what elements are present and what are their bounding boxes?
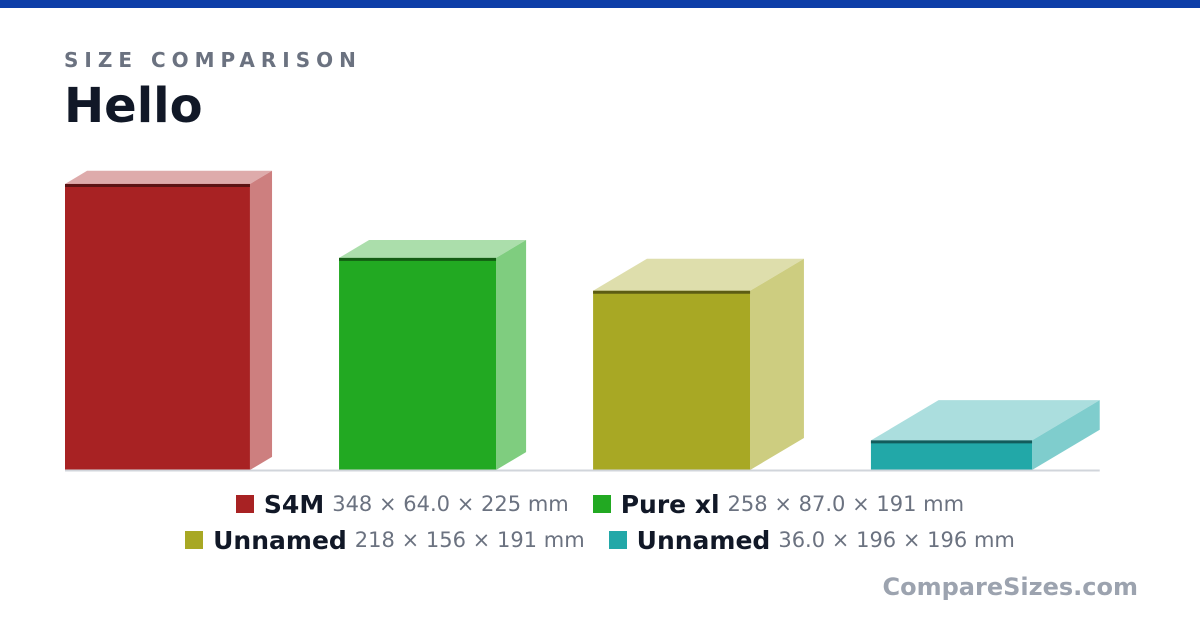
separator: × xyxy=(774,492,792,516)
title: Hello xyxy=(64,78,203,134)
unit: mm xyxy=(923,492,965,516)
legend-name: S4M xyxy=(263,489,325,519)
brand: CompareSizes.com xyxy=(882,573,1138,601)
separator: × xyxy=(902,528,921,552)
legend-row: Unnamed 218 × 156 × 191 mm Unnamed 36.0 × 1… xyxy=(0,522,1200,558)
top-bar xyxy=(0,0,1200,8)
legend-item: Unnamed 36.0 × 196 × 196 mm xyxy=(608,525,1015,555)
box-side xyxy=(249,170,273,471)
separator: × xyxy=(378,492,397,516)
dimension-label: 64.0 xyxy=(403,492,451,516)
legend-swatch xyxy=(592,495,611,513)
legend-swatch xyxy=(608,531,627,549)
box-top xyxy=(593,258,804,291)
box-front xyxy=(65,183,250,470)
box-top xyxy=(65,170,273,184)
dimension-label: 191 xyxy=(496,528,538,552)
box-top xyxy=(339,240,527,258)
unit: mm xyxy=(973,528,1015,552)
box-front xyxy=(593,290,751,470)
separator: × xyxy=(831,528,850,552)
kicker: SIZE COMPARISON xyxy=(64,48,362,72)
legend-dimensions: 258 × 87.0 × 191 mm xyxy=(728,492,965,516)
legend-item: Unnamed 218 × 156 × 191 mm xyxy=(185,526,585,555)
box-side xyxy=(496,240,527,470)
legend-dimensions: 348 × 64.0 × 225 mm xyxy=(332,492,569,516)
separator: × xyxy=(472,528,491,552)
dimension-label: 196 xyxy=(927,528,968,552)
legend-dimensions: 218 × 156 × 191 mm xyxy=(355,528,585,552)
dimension-label: 225 xyxy=(481,492,522,516)
dimension-label: 156 xyxy=(425,528,466,552)
legend-swatch xyxy=(235,495,254,513)
separator: × xyxy=(456,492,475,516)
separator: × xyxy=(852,492,870,516)
dimension-label: 218 xyxy=(354,528,395,552)
legend-item: S4M 348 × 64.0 × 225 mm xyxy=(235,489,569,519)
legend-swatch xyxy=(185,531,204,549)
dimension-label: 87.0 xyxy=(798,492,846,516)
dimension-label: 348 xyxy=(332,492,373,516)
legend-name: Pure xl xyxy=(620,489,720,519)
box-side xyxy=(750,258,804,470)
dimension-label: 258 xyxy=(727,492,768,516)
dimension-label: 196 xyxy=(856,528,897,552)
legend-item: Pure xl 258 × 87.0 × 191 mm xyxy=(592,489,965,519)
unit: mm xyxy=(527,492,569,516)
legend: S4M 348 × 64.0 × 225 mm Pure xl 258 × 87.0 … xyxy=(0,486,1200,558)
legend-row: S4M 348 × 64.0 × 225 mm Pure xl 258 × 87.0 … xyxy=(0,486,1200,522)
box-top xyxy=(870,400,1100,441)
box-side xyxy=(1032,400,1100,470)
legend-name: Unnamed xyxy=(213,525,347,555)
separator: × xyxy=(401,528,420,552)
unit: mm xyxy=(543,528,585,552)
legend-name: Unnamed xyxy=(636,525,771,555)
legend-dimensions: 36.0 × 196 × 196 mm xyxy=(778,528,1015,552)
dimension-label: 36.0 xyxy=(778,528,826,552)
dimension-label: 191 xyxy=(876,492,917,516)
box-front xyxy=(870,440,1033,470)
box-front xyxy=(339,257,497,470)
